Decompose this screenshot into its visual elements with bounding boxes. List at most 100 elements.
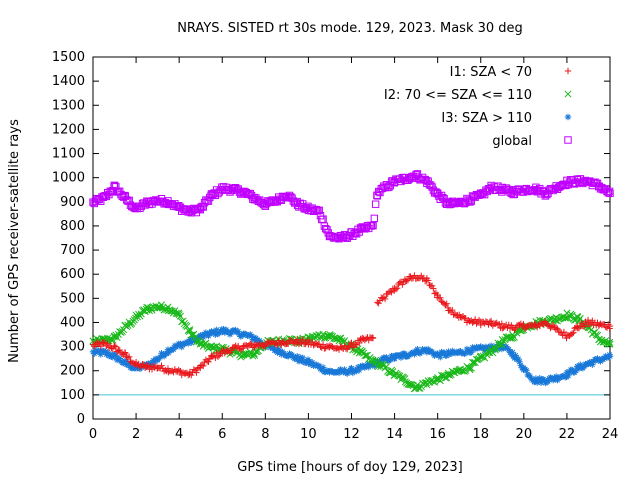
legend-label: global: [492, 134, 532, 149]
series-0: [89, 334, 377, 379]
x-tick-label: 24: [602, 427, 619, 442]
data-point: [319, 341, 327, 348]
y-tick-label: 200: [60, 364, 85, 379]
data-point: [531, 320, 538, 328]
y-tick-label: 300: [60, 340, 85, 355]
data-point: [237, 346, 244, 354]
data-point: [283, 192, 291, 201]
data-point: [570, 329, 577, 336]
data-point: [299, 200, 307, 208]
series-4: [89, 170, 614, 243]
data-point: [230, 184, 239, 193]
data-point: [579, 322, 587, 330]
legend-marker: [564, 113, 572, 121]
data-point: [576, 314, 584, 322]
data-point: [449, 306, 456, 314]
data-point: [100, 339, 107, 346]
data-point: [371, 200, 380, 208]
data-point: [392, 285, 400, 293]
data-point: [234, 342, 242, 350]
data-point: [341, 342, 348, 349]
data-point: [469, 319, 476, 326]
legend-marker: [564, 90, 572, 98]
data-point: [141, 308, 149, 316]
data-point: [380, 294, 388, 301]
data-point: [369, 221, 377, 230]
data-point: [112, 343, 120, 351]
data-point: [143, 362, 151, 369]
data-point: [287, 193, 295, 201]
data-point: [275, 337, 282, 344]
data-point: [375, 300, 382, 307]
legend-marker: [564, 136, 572, 144]
x-axis-label: GPS time [hours of doy 129, 2023]: [237, 460, 462, 475]
data-point: [606, 322, 614, 330]
data-point: [200, 362, 207, 370]
data-point: [578, 320, 585, 327]
data-point: [158, 362, 165, 369]
data-point: [113, 188, 121, 196]
data-point: [472, 355, 480, 364]
data-point: [461, 198, 470, 207]
data-point: [202, 196, 210, 204]
data-point: [311, 206, 319, 215]
data-point: [186, 326, 194, 334]
legend-marker: [564, 67, 572, 75]
data-point: [352, 341, 359, 348]
x-tick-label: 12: [343, 427, 360, 442]
y-tick-label: 1000: [52, 171, 85, 186]
data-point: [346, 343, 353, 350]
series-3: [89, 325, 614, 387]
x-tick-label: 18: [472, 427, 489, 442]
y-tick-label: 600: [60, 267, 85, 282]
data-point: [548, 315, 556, 323]
data-point: [325, 332, 334, 341]
y-tick-label: 700: [60, 243, 85, 258]
plot-area: 0100200300400500600700800900100011001200…: [52, 50, 618, 442]
data-point: [121, 192, 130, 200]
y-tick-label: 800: [60, 219, 85, 234]
data-point: [431, 290, 438, 297]
data-point: [112, 183, 120, 191]
legend-label: I1: SZA < 70: [450, 65, 532, 80]
data-point: [285, 191, 294, 200]
data-point: [116, 346, 123, 354]
series-1: [374, 272, 614, 342]
data-point: [107, 336, 116, 344]
x-tick-label: 14: [386, 427, 403, 442]
y-axis-label: Number of GPS receiver-satellite rays: [7, 119, 22, 363]
data-point: [200, 199, 209, 207]
data-point: [124, 197, 132, 205]
data-point: [213, 342, 221, 350]
data-point: [376, 188, 384, 197]
data-point: [111, 342, 118, 350]
data-point: [427, 181, 435, 190]
y-tick-label: 400: [60, 315, 85, 330]
data-point: [401, 375, 409, 383]
data-point: [139, 360, 146, 368]
data-point: [404, 276, 412, 284]
data-point: [530, 185, 539, 194]
data-point: [469, 358, 477, 367]
data-point: [560, 328, 568, 336]
data-point: [436, 377, 444, 385]
data-point: [352, 230, 361, 238]
data-point: [479, 189, 488, 197]
data-point: [428, 282, 436, 290]
data-point: [246, 189, 254, 198]
data-point: [381, 295, 389, 303]
data-point: [606, 340, 614, 348]
data-point: [467, 364, 475, 372]
legend-label: I2: 70 <= SZA <= 110: [384, 88, 532, 103]
data-point: [315, 206, 323, 215]
data-point: [439, 193, 447, 202]
data-point: [112, 352, 120, 359]
data-point: [444, 371, 452, 379]
data-point: [393, 284, 401, 292]
data-point: [273, 198, 282, 206]
data-point: [117, 190, 125, 199]
x-tick-label: 4: [175, 427, 183, 442]
data-point: [467, 197, 475, 205]
data-point: [403, 277, 410, 285]
